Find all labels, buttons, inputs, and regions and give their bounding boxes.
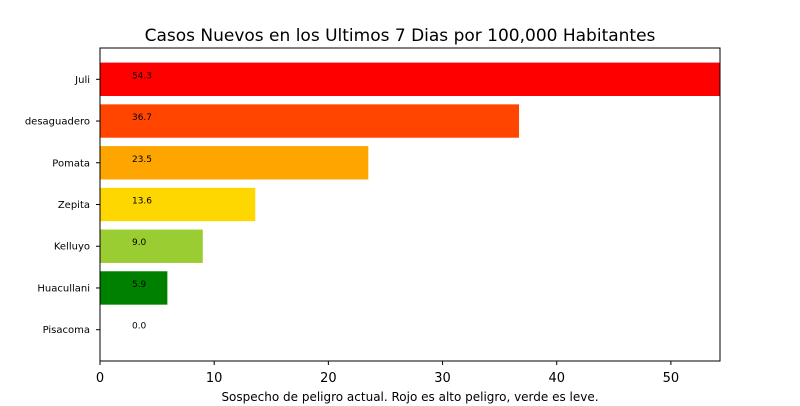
y-tick-label: Pomata bbox=[52, 158, 90, 169]
data-label: 36.7 bbox=[132, 113, 152, 123]
y-tick-label: Zepita bbox=[58, 200, 90, 211]
y-tick-label: Kelluyo bbox=[54, 242, 90, 253]
chart-title: Casos Nuevos en los Ultimos 7 Dias por 1… bbox=[145, 26, 656, 46]
y-tick-label: Huacullani bbox=[37, 283, 90, 294]
y-tick-label: Pisacoma bbox=[43, 325, 90, 336]
x-tick-label: 30 bbox=[434, 371, 451, 386]
x-tick-label: 10 bbox=[206, 371, 223, 386]
axes-frame bbox=[99, 47, 721, 362]
data-label: 23.5 bbox=[132, 155, 152, 165]
bar-desaguadero bbox=[100, 104, 520, 138]
data-label: 9.0 bbox=[132, 238, 147, 248]
x-tick-label: 40 bbox=[548, 371, 565, 386]
x-tick-label: 50 bbox=[663, 371, 680, 386]
x-axis-label: Sospecho de peligro actual. Rojo es alto… bbox=[221, 390, 598, 404]
y-tick-label: Juli bbox=[74, 75, 90, 86]
bar-kelluyo bbox=[100, 229, 203, 263]
x-tick-label: 0 bbox=[96, 371, 104, 386]
bar-pomata bbox=[100, 146, 369, 180]
bar-juli bbox=[100, 62, 720, 96]
x-tick-label: 20 bbox=[320, 371, 337, 386]
data-label: 5.9 bbox=[132, 280, 147, 290]
bar-huacullani bbox=[100, 271, 168, 305]
y-tick-label: desaguadero bbox=[25, 117, 90, 128]
data-label: 13.6 bbox=[132, 197, 152, 207]
plot-area: Juli 54.3 desaguadero 36.7 Pomata 23.5 Zepita 1… bbox=[25, 47, 721, 386]
data-label: 54.3 bbox=[132, 71, 152, 81]
bar-zepita bbox=[100, 187, 256, 222]
data-label: 0.0 bbox=[132, 322, 147, 332]
